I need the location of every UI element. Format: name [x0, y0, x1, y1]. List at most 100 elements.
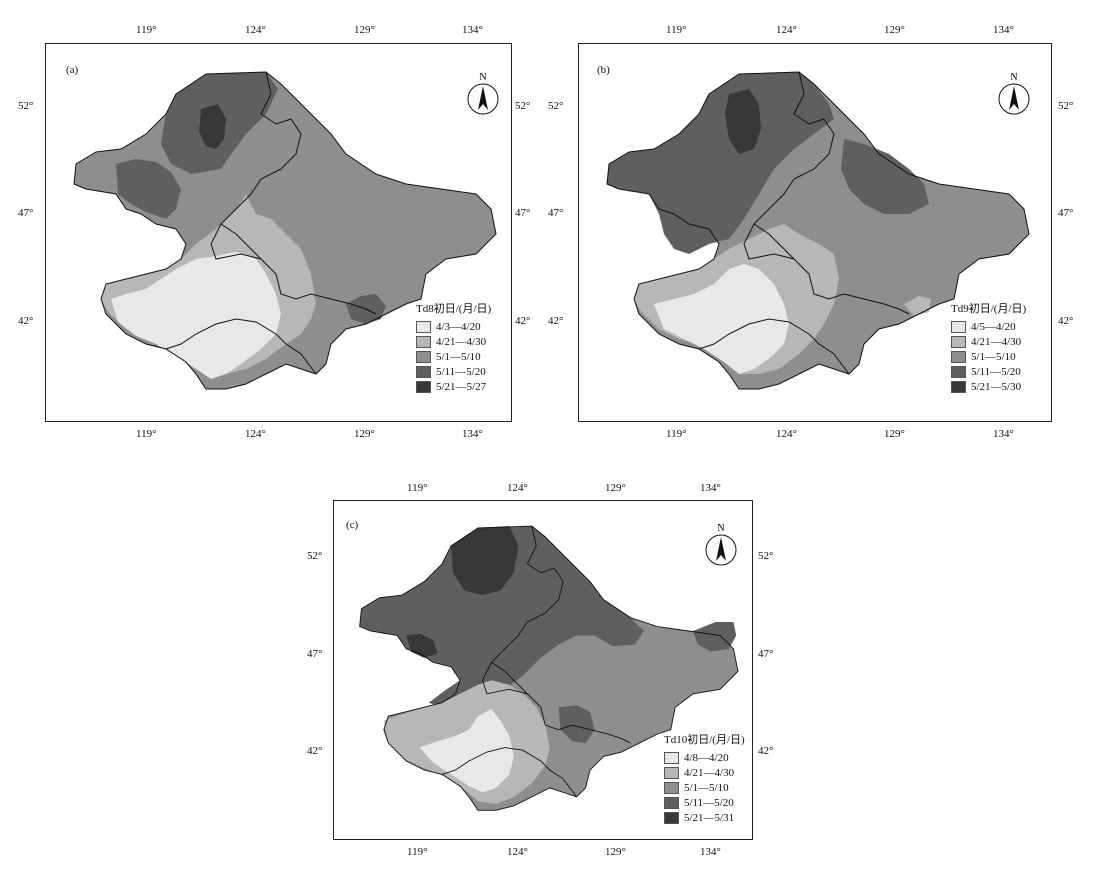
lon-tick-top: 134° [993, 24, 1014, 36]
legend-swatch [951, 320, 966, 333]
land-class4-b [607, 72, 834, 254]
lat-tick-right: 42° [515, 315, 531, 327]
legend-label: 4/21—4/30 [684, 766, 735, 779]
lon-tick-bottom: 119° [136, 428, 157, 440]
map-a [73, 71, 497, 390]
legend-swatch [664, 781, 679, 794]
legend-label: 5/21—5/31 [684, 811, 735, 824]
lat-tick-right: 42° [758, 745, 774, 757]
region-land-a [74, 72, 496, 389]
legend-swatch [664, 811, 679, 824]
province-boundaries-a [73, 71, 497, 390]
lon-tick-bottom: 129° [884, 428, 905, 440]
lat-tick-left: 47° [307, 648, 323, 660]
lat-tick-right: 47° [1058, 207, 1074, 219]
lon-tick-top: 124° [507, 482, 528, 494]
compass-label-a: N [479, 72, 486, 83]
legend-item: 5/1—5/10 [416, 349, 491, 364]
lat-tick-left: 42° [307, 745, 323, 757]
legend-label: 5/11—5/20 [684, 796, 734, 809]
legend-swatch [416, 350, 431, 363]
land-class4-c [359, 526, 644, 709]
lon-tick-bottom: 129° [605, 846, 626, 858]
north-arrow-b: N [997, 70, 1031, 121]
land-class5-a [199, 104, 226, 149]
lon-tick-bottom: 124° [245, 428, 266, 440]
legend-label: 5/21—5/27 [436, 380, 487, 393]
region-land-c [359, 526, 738, 811]
land-class5-b [725, 89, 761, 154]
land-class1-b [654, 264, 789, 374]
lat-tick-right: 52° [758, 550, 774, 562]
legend-item: 5/11—5/20 [416, 364, 491, 379]
lat-tick-left: 42° [18, 315, 34, 327]
legend-title-a: Td8初日/(月/日) [416, 303, 492, 315]
lon-tick-top: 129° [354, 24, 375, 36]
lon-tick-top: 129° [605, 482, 626, 494]
map-c [359, 525, 739, 811]
lat-tick-right: 42° [1058, 315, 1074, 327]
legend-label: 4/21—4/30 [436, 335, 487, 348]
legend-swatch [951, 350, 966, 363]
legend-item: 5/11—5/20 [951, 364, 1026, 379]
lon-tick-top: 124° [245, 24, 266, 36]
legend-item: 5/21—5/27 [416, 379, 491, 394]
legend-swatch [664, 751, 679, 764]
lat-tick-left: 52° [548, 100, 564, 112]
legend-title-b: Td9初日/(月/日) [951, 303, 1027, 315]
legend-item: 4/3—4/20 [416, 319, 491, 334]
legend-item: 5/21—5/30 [951, 379, 1026, 394]
lon-tick-top: 119° [407, 482, 428, 494]
legend-c: Td10初日/(月/日) 4/8—4/20 4/21—4/30 5/1—5/10… [664, 731, 745, 825]
legend-swatch [416, 365, 431, 378]
map-panel-c: (c) N Td10初日/(月/日) 4/8—4/20 4/21—4/30 [333, 500, 753, 840]
lat-tick-right: 52° [515, 100, 531, 112]
legend-swatch [951, 335, 966, 348]
legend-swatch [416, 320, 431, 333]
land-class4c-c [558, 705, 595, 744]
province-boundaries-c [359, 525, 739, 811]
legend-swatch [416, 335, 431, 348]
legend-item: 4/21—4/30 [951, 334, 1026, 349]
lon-tick-bottom: 119° [407, 846, 428, 858]
lat-tick-left: 47° [18, 207, 34, 219]
legend-label: 5/21—5/30 [971, 380, 1022, 393]
legend-swatch [664, 766, 679, 779]
compass-icon: N [998, 72, 1030, 115]
panel-tag-c: (c) [346, 519, 359, 531]
lon-tick-bottom: 124° [776, 428, 797, 440]
map-panel-a: (a) N Td8初日/(月/日) 4/3—4/20 4/21—4/30 [45, 43, 512, 422]
lat-tick-left: 42° [548, 315, 564, 327]
lat-tick-right: 47° [515, 207, 531, 219]
lon-tick-top: 119° [666, 24, 687, 36]
lon-tick-bottom: 129° [354, 428, 375, 440]
legend-swatch [416, 380, 431, 393]
lon-tick-top: 124° [776, 24, 797, 36]
legend-title-c: Td10初日/(月/日) [664, 734, 745, 746]
lon-tick-bottom: 134° [462, 428, 483, 440]
lat-tick-left: 47° [548, 207, 564, 219]
legend-item: 4/8—4/20 [664, 750, 745, 765]
map-panel-b: (b) N Td9初日/(月/日) 4/5—4/20 4/21—4/30 5/1… [578, 43, 1052, 422]
compass-label-b: N [1010, 72, 1017, 83]
compass-icon: N [467, 72, 499, 115]
lon-tick-bottom: 134° [993, 428, 1014, 440]
lat-tick-left: 52° [18, 100, 34, 112]
land-class4b-c [693, 622, 737, 652]
legend-item: 5/1—5/10 [951, 349, 1026, 364]
land-class5-c [451, 526, 519, 596]
legend-label: 5/1—5/10 [436, 350, 481, 363]
lon-tick-top: 119° [136, 24, 157, 36]
legend-label: 4/8—4/20 [684, 751, 729, 764]
legend-label: 4/5—4/20 [971, 320, 1016, 333]
compass-label-c: N [717, 523, 724, 534]
legend-swatch [951, 380, 966, 393]
lon-tick-bottom: 124° [507, 846, 528, 858]
legend-b: Td9初日/(月/日) 4/5—4/20 4/21—4/30 5/1—5/10 … [951, 300, 1026, 394]
lat-tick-left: 52° [307, 550, 323, 562]
land-class1-c [419, 709, 514, 793]
lon-tick-top: 134° [462, 24, 483, 36]
lat-tick-right: 47° [758, 648, 774, 660]
panel-tag-a: (a) [66, 64, 79, 76]
north-arrow-c: N [704, 521, 738, 572]
